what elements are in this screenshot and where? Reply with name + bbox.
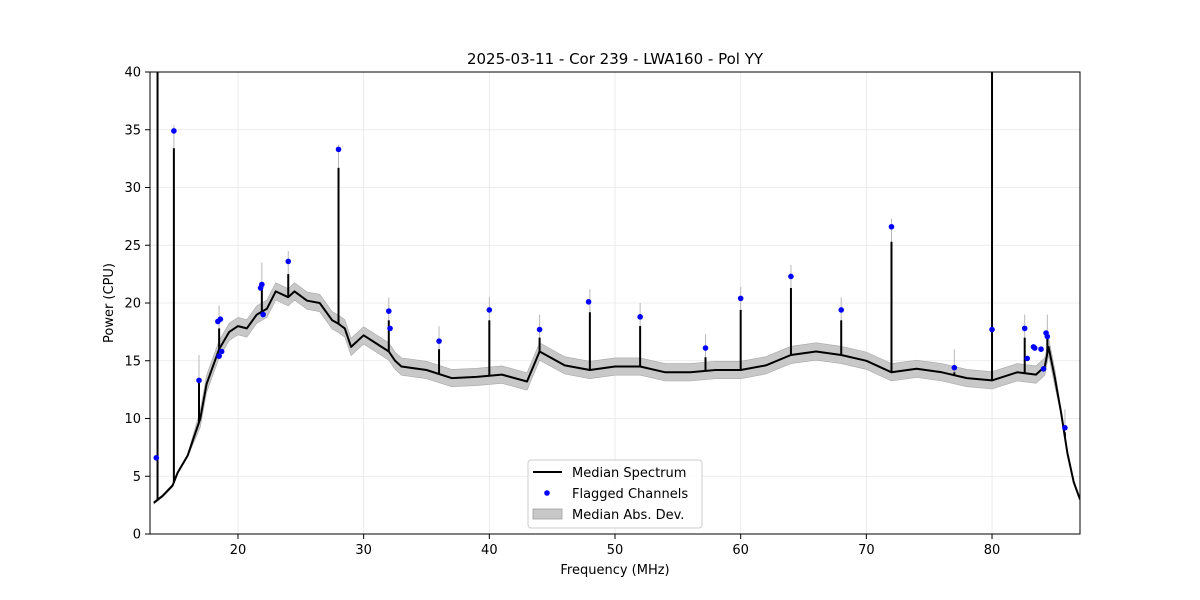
- legend: Median Spectrum Flagged Channels Median …: [527, 459, 703, 529]
- x-tick-label: 60: [732, 543, 749, 558]
- x-tick-label: 50: [607, 543, 624, 558]
- flagged-point: [788, 273, 794, 280]
- x-tick-label: 30: [355, 543, 372, 558]
- y-tick-label: 15: [124, 354, 141, 369]
- chart-title: 2025-03-11 - Cor 239 - LWA160 - Pol YY: [467, 50, 764, 68]
- flagged-point: [218, 348, 225, 355]
- y-tick-label: 30: [124, 181, 141, 196]
- legend-mad-swatch: [532, 508, 563, 520]
- flagged-point: [217, 316, 224, 322]
- flagged-point: [1021, 325, 1028, 332]
- y-tick-label: 10: [124, 412, 141, 427]
- flagged-point: [888, 223, 895, 230]
- flagged-point: [1038, 346, 1044, 353]
- y-tick-label: 5: [133, 470, 141, 485]
- y-axis-title: Power (CPU): [102, 263, 117, 343]
- y-axis-ticks: 0 5 10 15 20 25 30 35 40: [124, 66, 150, 543]
- flagged-point: [216, 353, 222, 359]
- flagged-point: [153, 454, 160, 461]
- flagged-point: [1024, 355, 1031, 362]
- y-tick-label: 40: [124, 66, 141, 81]
- flagged-point: [171, 128, 177, 134]
- legend-median-label: Median Spectrum: [572, 466, 686, 481]
- y-tick-label: 25: [124, 239, 141, 254]
- flagged-point: [536, 326, 543, 333]
- median-line-layer: [153, 290, 1080, 504]
- flagged-points-layer: [153, 128, 1068, 461]
- x-tick-label: 70: [858, 543, 875, 558]
- flagged-point: [260, 311, 266, 318]
- flagged-point: [1044, 333, 1051, 340]
- flagged-point: [335, 146, 342, 153]
- flagged-point: [637, 314, 643, 320]
- flagged-point: [387, 325, 393, 332]
- legend-flagged-swatch: [544, 490, 550, 496]
- median-spectrum-line: [153, 290, 1080, 504]
- flagged-point: [436, 338, 442, 344]
- flagged-point: [1031, 345, 1038, 351]
- flagged-point: [385, 308, 392, 314]
- x-axis-ticks: 20 30 40 50 60 70 80: [230, 534, 1001, 558]
- mad-band-layer: [153, 282, 1080, 505]
- spike-layer: [156, 72, 1066, 500]
- x-tick-label: 40: [481, 543, 498, 558]
- y-tick-label: 0: [133, 528, 141, 543]
- x-axis-title: Frequency (MHz): [560, 563, 669, 578]
- flagged-point: [259, 281, 265, 288]
- x-tick-label: 80: [984, 543, 1001, 558]
- flagged-point: [838, 307, 845, 313]
- flagged-point: [196, 377, 202, 384]
- legend-flagged-label: Flagged Channels: [572, 487, 688, 502]
- flagged-point: [737, 295, 744, 302]
- flagged-point: [989, 326, 995, 333]
- flagged-point: [486, 307, 493, 313]
- legend-box: [527, 459, 703, 529]
- y-tick-label: 35: [124, 123, 141, 138]
- flagged-point: [702, 345, 709, 351]
- mad-band: [153, 282, 1080, 505]
- flagged-point: [585, 299, 592, 305]
- x-tick-label: 20: [230, 543, 247, 558]
- legend-mad-label: Median Abs. Dev.: [572, 508, 684, 523]
- y-tick-label: 20: [124, 297, 141, 312]
- flagged-point: [1040, 366, 1047, 372]
- flagged-point: [285, 258, 292, 265]
- flagged-point: [951, 364, 958, 371]
- flagged-point: [1062, 424, 1068, 431]
